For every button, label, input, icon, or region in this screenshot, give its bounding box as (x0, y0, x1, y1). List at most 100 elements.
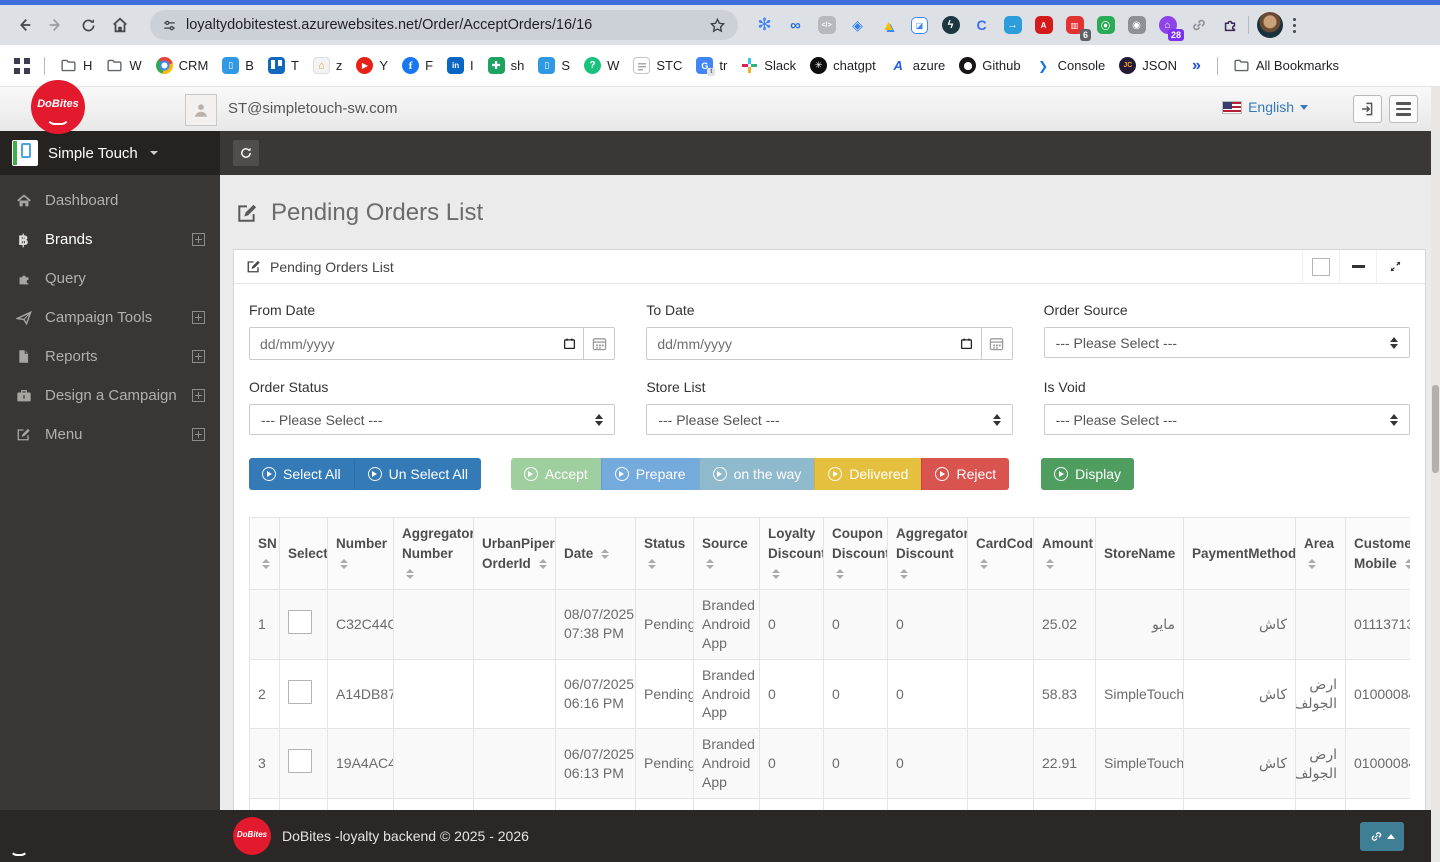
camera-extension-icon[interactable]: ◉ (1126, 15, 1147, 36)
col-status[interactable]: Status (635, 517, 694, 590)
logout-button[interactable] (1353, 95, 1382, 123)
export-extension-icon[interactable]: → (1002, 15, 1023, 36)
language-selector[interactable]: English (1222, 99, 1308, 115)
refresh-button[interactable] (72, 9, 104, 41)
order-source-select[interactable]: --- Please Select --- (1043, 327, 1410, 358)
code-extension-icon[interactable]: </> (816, 15, 837, 36)
col-area[interactable]: Area (1295, 517, 1346, 590)
image-extension-icon[interactable]: ◪ (909, 15, 930, 36)
col-urbanpiper-orderid[interactable]: UrbanPiper OrderId (473, 517, 556, 590)
asterisk-extension-icon[interactable]: ✻ (757, 15, 772, 34)
bookmark-b[interactable]: ▯ B (215, 53, 261, 78)
delivered-button[interactable]: Delivered (814, 458, 922, 490)
calendar-addon-button[interactable] (583, 328, 614, 359)
prepare-button[interactable]: Prepare (600, 458, 699, 490)
from-date-input[interactable] (250, 335, 556, 352)
expand-plus-icon[interactable] (192, 389, 205, 402)
unselect-all-button[interactable]: Un Select All (354, 458, 481, 490)
bookmark-t[interactable]: T (261, 53, 306, 78)
date-picker-icon[interactable] (555, 337, 583, 350)
scrollbar-thumb[interactable] (1432, 385, 1439, 473)
is-void-select[interactable]: --- Please Select --- (1043, 404, 1410, 435)
sidebar-item-reports[interactable]: Reports (0, 337, 220, 376)
accept-button[interactable]: Accept (510, 458, 601, 490)
panel-checkbox-button[interactable] (1302, 250, 1339, 283)
sidebar-item-menu[interactable]: Menu (0, 415, 220, 454)
col-cardcode[interactable]: CardCode (967, 517, 1034, 590)
app-menu-button[interactable] (1389, 95, 1418, 123)
bookmark-console[interactable]: ❯ Console (1028, 53, 1113, 78)
panel-expand-button[interactable] (1376, 250, 1413, 283)
col-aggregator-discount[interactable]: Aggregator Discount (887, 517, 968, 590)
google-ads-extension-icon[interactable]: ▲ (881, 17, 896, 33)
site-info-icon[interactable] (162, 18, 177, 33)
bookmark-h[interactable]: H (53, 53, 99, 78)
reject-button[interactable]: Reject (921, 458, 1010, 490)
user-avatar[interactable] (185, 94, 217, 126)
dobites-logo[interactable]: DoBites (31, 80, 85, 134)
row-checkbox[interactable] (288, 609, 312, 634)
bookmark-json[interactable]: JC JSON (1112, 53, 1184, 78)
bookmark-chatgpt[interactable]: ✳ chatgpt (803, 53, 883, 78)
on-the-way-button[interactable]: on the way (698, 458, 815, 490)
home-button[interactable] (104, 9, 136, 41)
col-customer-mobile[interactable]: Customer Mobile (1345, 517, 1410, 590)
sidebar-item-campaign-tools[interactable]: Campaign Tools (0, 298, 220, 337)
bookmark-slack[interactable]: Slack (734, 53, 803, 78)
back-button[interactable] (8, 9, 40, 41)
bookmark-s[interactable]: ▯ S (531, 53, 577, 78)
bookmark-crm[interactable]: CRM (149, 53, 216, 78)
col-sn[interactable]: SN (249, 517, 280, 590)
col-aggregator-number[interactable]: Aggregator Number (393, 517, 474, 590)
sidebar-item-design-a-campaign[interactable]: Design a Campaign (0, 376, 220, 415)
date-picker-icon[interactable] (953, 337, 981, 350)
mail-extension-icon[interactable]: ▥ 6 (1064, 15, 1091, 41)
back-to-top-button[interactable] (1360, 821, 1404, 851)
url-text[interactable]: loyaltydobitestest.azurewebsites.net/Ord… (186, 17, 593, 33)
vpn-extension-icon[interactable]: ⌂ 28 (1157, 15, 1184, 41)
bookmarks-overflow-button[interactable]: » (1191, 56, 1201, 74)
bookmark-z[interactable]: ⌂ z (306, 53, 350, 78)
browser-menu-button[interactable] (1293, 17, 1296, 33)
sidebar-item-query[interactable]: Query (0, 259, 220, 298)
lightning-extension-icon[interactable]: ϟ (940, 15, 961, 36)
display-button[interactable]: Display (1041, 458, 1135, 490)
bookmark-y[interactable]: ▶ Y (349, 53, 395, 78)
page-refresh-button[interactable] (233, 140, 259, 166)
page-scrollbar[interactable] (1431, 87, 1440, 862)
recorder-extension-icon[interactable]: ⦿ (1095, 15, 1116, 36)
infinity-extension-icon[interactable]: ∞ (790, 16, 801, 34)
select-all-button[interactable]: Select All (249, 458, 355, 490)
bookmark-github[interactable]: Github (952, 53, 1027, 78)
spiral-extension-icon[interactable]: C (976, 17, 987, 33)
puzzle-extension-icon[interactable] (1219, 15, 1240, 36)
acrobat-extension-icon[interactable]: A (1033, 15, 1054, 36)
sidebar-item-brands[interactable]: ฿ Brands (0, 220, 220, 259)
all-bookmarks-button[interactable]: All Bookmarks (1226, 53, 1346, 78)
to-date-input[interactable] (647, 335, 953, 352)
apps-grid-icon[interactable] (14, 57, 30, 74)
bookmark-sh[interactable]: ✚ sh (481, 53, 532, 78)
col-source[interactable]: Source (693, 517, 760, 590)
sidebar-item-dashboard[interactable]: Dashboard (0, 181, 220, 220)
col-amount[interactable]: Amount (1033, 517, 1096, 590)
address-bar[interactable]: loyaltydobitestest.azurewebsites.net/Ord… (150, 10, 738, 40)
col-coupon-discount[interactable]: Coupon Discount (823, 517, 888, 590)
store-list-select[interactable]: --- Please Select --- (646, 404, 1013, 435)
expand-plus-icon[interactable] (192, 350, 205, 363)
col-number[interactable]: Number (327, 517, 394, 590)
bookmark-w-help[interactable]: ? W (577, 53, 626, 78)
row-checkbox[interactable] (288, 679, 312, 704)
col-date[interactable]: Date (555, 517, 636, 590)
forward-button[interactable] (40, 9, 72, 41)
link-extension-icon[interactable] (1188, 15, 1209, 36)
expand-plus-icon[interactable] (192, 428, 205, 441)
tag-extension-icon[interactable]: ◈ (852, 16, 863, 33)
bookmark-i[interactable]: in I (440, 53, 481, 78)
expand-plus-icon[interactable] (192, 233, 205, 246)
panel-collapse-button[interactable] (1339, 250, 1376, 283)
bookmark-star-icon[interactable] (709, 17, 726, 34)
expand-plus-icon[interactable] (192, 311, 205, 324)
col-loyalty-discount[interactable]: Loyalty Discount (759, 517, 824, 590)
